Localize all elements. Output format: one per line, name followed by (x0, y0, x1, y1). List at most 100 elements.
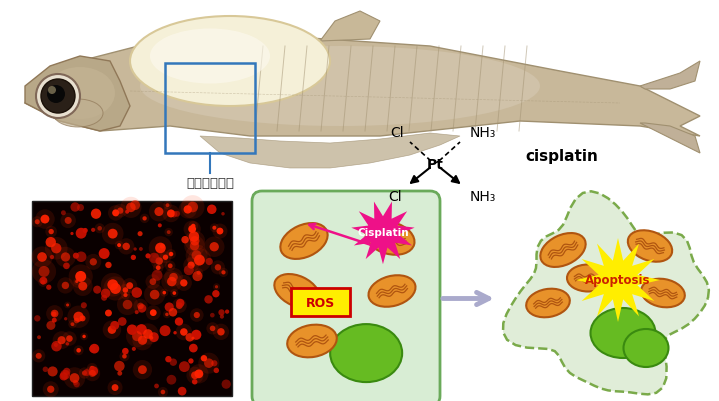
Circle shape (63, 368, 70, 375)
Polygon shape (503, 192, 709, 395)
Circle shape (91, 209, 101, 219)
Circle shape (83, 335, 86, 338)
Circle shape (190, 335, 196, 342)
Circle shape (170, 211, 178, 218)
Circle shape (127, 325, 137, 335)
Circle shape (90, 259, 97, 266)
Circle shape (221, 380, 231, 389)
Text: NH₃: NH₃ (470, 190, 496, 203)
Circle shape (136, 324, 147, 335)
Circle shape (111, 384, 119, 391)
Circle shape (133, 360, 152, 379)
Circle shape (196, 271, 201, 275)
Circle shape (105, 262, 111, 269)
Circle shape (183, 257, 199, 273)
Circle shape (45, 237, 56, 248)
Circle shape (40, 215, 50, 224)
Circle shape (114, 361, 124, 371)
Circle shape (60, 372, 68, 381)
Circle shape (95, 224, 105, 234)
Ellipse shape (53, 100, 103, 128)
Circle shape (126, 325, 148, 347)
Circle shape (123, 288, 128, 293)
Circle shape (173, 292, 176, 295)
Circle shape (90, 366, 95, 371)
Polygon shape (640, 62, 700, 90)
Circle shape (32, 247, 52, 268)
Circle shape (157, 224, 162, 228)
Circle shape (42, 367, 48, 372)
Circle shape (112, 210, 119, 217)
Circle shape (63, 263, 70, 269)
Circle shape (165, 303, 174, 312)
Ellipse shape (590, 308, 656, 358)
Circle shape (117, 371, 122, 376)
Circle shape (170, 358, 177, 366)
Circle shape (122, 243, 130, 251)
Circle shape (80, 316, 86, 322)
Circle shape (188, 221, 198, 231)
Circle shape (68, 265, 93, 289)
Circle shape (32, 217, 43, 228)
Circle shape (193, 271, 203, 282)
Circle shape (175, 324, 192, 340)
Circle shape (183, 221, 201, 238)
Circle shape (211, 261, 225, 275)
Circle shape (91, 228, 95, 232)
Circle shape (36, 75, 80, 119)
Circle shape (162, 205, 180, 223)
Circle shape (169, 252, 173, 257)
Circle shape (219, 310, 224, 316)
Text: Cl: Cl (388, 190, 402, 203)
Circle shape (46, 305, 63, 322)
Circle shape (174, 211, 180, 217)
Circle shape (145, 254, 150, 259)
Text: cisplatin: cisplatin (525, 149, 598, 164)
Circle shape (124, 293, 127, 298)
Circle shape (42, 381, 59, 397)
Circle shape (204, 358, 214, 368)
Circle shape (145, 275, 160, 289)
Circle shape (165, 261, 175, 271)
Ellipse shape (150, 29, 270, 84)
Ellipse shape (628, 231, 672, 262)
Text: Apoptosis: Apoptosis (585, 274, 651, 287)
Circle shape (160, 244, 165, 249)
Circle shape (64, 302, 71, 309)
Circle shape (117, 208, 124, 214)
Text: Pt: Pt (426, 158, 444, 172)
Circle shape (51, 243, 61, 254)
Circle shape (65, 342, 69, 346)
Ellipse shape (140, 47, 540, 127)
Circle shape (190, 241, 199, 251)
Text: ROS: ROS (306, 296, 336, 309)
Circle shape (210, 224, 219, 233)
Circle shape (215, 286, 218, 289)
Circle shape (173, 331, 177, 334)
Circle shape (140, 214, 150, 223)
Circle shape (132, 288, 142, 298)
Circle shape (191, 371, 199, 379)
Circle shape (206, 322, 219, 335)
Circle shape (51, 341, 62, 352)
Circle shape (65, 217, 72, 225)
Circle shape (137, 303, 144, 310)
Circle shape (73, 345, 83, 355)
Circle shape (201, 355, 207, 362)
Circle shape (89, 344, 99, 354)
Circle shape (188, 232, 199, 242)
Circle shape (164, 268, 183, 287)
Circle shape (225, 310, 229, 314)
Circle shape (175, 275, 192, 291)
Circle shape (160, 325, 170, 336)
Circle shape (50, 255, 54, 259)
Circle shape (170, 289, 178, 298)
Circle shape (75, 228, 86, 239)
Circle shape (181, 236, 189, 244)
Circle shape (194, 255, 205, 266)
Circle shape (85, 366, 100, 381)
Circle shape (64, 317, 68, 321)
Circle shape (150, 290, 160, 300)
Circle shape (178, 201, 197, 219)
Ellipse shape (280, 223, 328, 259)
